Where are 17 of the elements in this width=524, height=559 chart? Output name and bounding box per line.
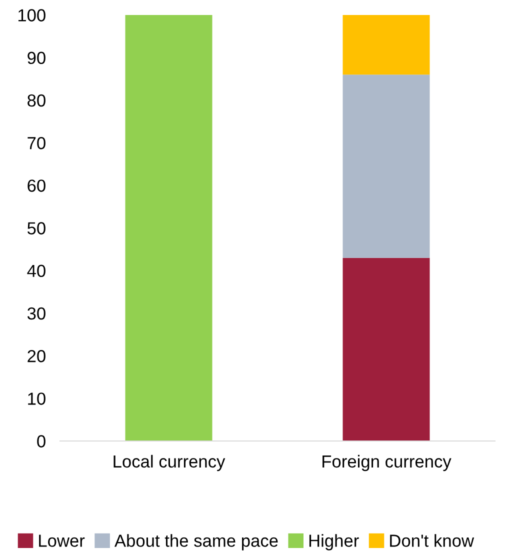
y-tick-label: 70 bbox=[28, 136, 46, 150]
y-tick-label: 20 bbox=[28, 350, 46, 362]
x-tick-label: Foreign currency bbox=[322, 454, 452, 472]
y-tick-label: 40 bbox=[27, 264, 46, 278]
legend-label: Don't know bbox=[390, 534, 474, 547]
legend-label: About the same pace bbox=[114, 534, 278, 550]
x-tick-label: Local currency bbox=[114, 454, 226, 472]
y-tick-label: 50 bbox=[27, 222, 46, 234]
y-tick-label: 100 bbox=[18, 9, 46, 22]
y-tick-label: 0 bbox=[37, 435, 46, 448]
legend-label: Higher bbox=[309, 534, 359, 550]
y-tick-label: 30 bbox=[27, 307, 46, 320]
y-tick-label: 90 bbox=[28, 52, 46, 64]
y-tick-label: 10 bbox=[28, 392, 46, 405]
y-tick-label: 80 bbox=[28, 94, 46, 107]
legend-label: Lower bbox=[39, 534, 85, 547]
y-tick-label: 60 bbox=[28, 180, 46, 192]
